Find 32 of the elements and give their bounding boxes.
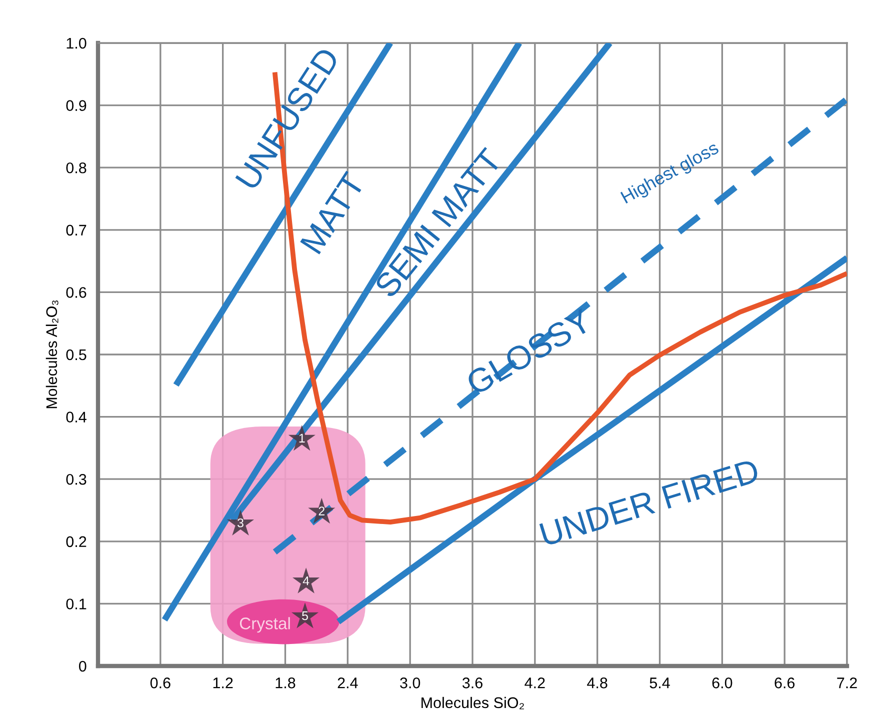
x-tick-label: 2.4 [338, 678, 358, 688]
x-tick-label: 1.2 [213, 678, 233, 688]
x-tick-label: 6.0 [712, 678, 732, 688]
y-tick-label: 0.6 [66, 287, 86, 298]
annotation: 4 [302, 576, 310, 586]
annotation: 2 [318, 506, 325, 516]
x-axis-title: Molecules SiO₂ [422, 696, 524, 710]
annotation: Crystal [240, 617, 290, 633]
annotation: UNDER FIRED [539, 458, 760, 546]
x-tick-label: 0.6 [150, 678, 170, 688]
x-tick-label: 6.6 [774, 678, 795, 688]
x-tick-label: 1.8 [276, 678, 296, 688]
y-tick-label: 0.5 [66, 349, 86, 360]
y-tick-label: 0 [78, 660, 86, 672]
y-tick-label: 0.9 [66, 100, 86, 111]
x-tick-label: 4.2 [524, 678, 545, 688]
y-tick-label: 0.3 [66, 474, 86, 485]
y-tick-label: 0.4 [66, 412, 86, 422]
x-tick-label: 7.2 [837, 678, 857, 688]
x-tick-label: 4.8 [587, 678, 608, 688]
annotation: 5 [302, 611, 308, 620]
y-tick-label: 0.1 [66, 598, 86, 610]
y-tick-label: 1.0 [66, 38, 86, 49]
annotation: 3 [238, 518, 244, 528]
y-tick-label: 0.8 [66, 162, 86, 174]
x-tick-label: 3.0 [400, 678, 420, 688]
y-axis-title: Molecules Al₂O₃ [46, 300, 58, 408]
x-tick-label: 3.6 [462, 678, 482, 688]
annotation: 1 [299, 434, 305, 442]
y-tick-label: 0.7 [66, 224, 86, 236]
y-tick-label: 0.2 [66, 536, 86, 548]
x-tick-label: 5.4 [650, 678, 670, 688]
